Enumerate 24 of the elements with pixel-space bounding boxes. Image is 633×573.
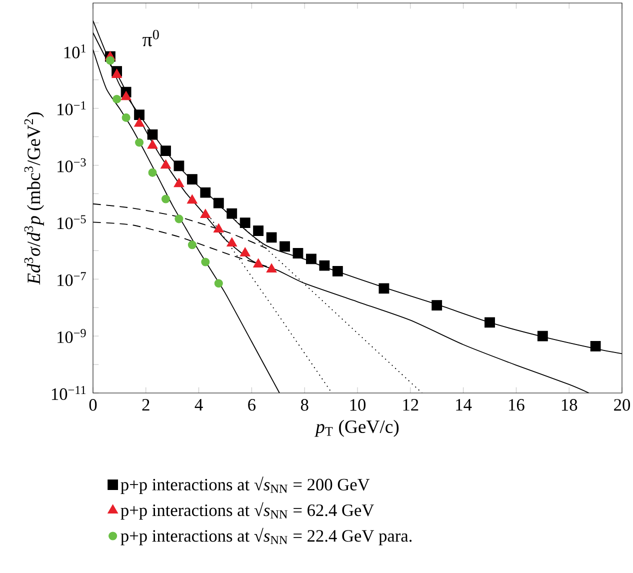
legend-label: p+p interactions at √s$_{NN}$ = 200 GeV — [120, 476, 370, 494]
x-tick-label: 12 — [403, 399, 418, 411]
x-tick-label: 16 — [509, 399, 524, 411]
y-tick-label: 10$^{−11}$ — [52, 386, 86, 400]
x-tick-label: 6 — [248, 399, 256, 411]
x-tick-label: 20 — [614, 399, 630, 411]
y-tick-label: 10$^{−1}$ — [58, 101, 86, 116]
x-tick-label: 18 — [562, 399, 578, 411]
annotation: π$^{0}$ — [142, 30, 159, 46]
legend-label: p+p interactions at √s$_{NN}$ = 22.4 GeV para. — [120, 528, 412, 546]
text: Ed$^{3}$σ/d$^{3}$p (mbc$^{3}$/GeV$^{2}$) — [24, 112, 44, 285]
y-tick-label: 10$^{−5}$ — [58, 215, 86, 230]
x-axis-title: p$_{T}$ (GeV/c) — [314, 420, 399, 437]
x-tick-label: 10 — [350, 399, 366, 411]
x-tick-label: 4 — [194, 399, 203, 410]
y-tick-label: 10$^{−7}$ — [58, 272, 86, 286]
y-tick-label: 10$^{1}$ — [64, 44, 86, 58]
y-tick-label: 10$^{−3}$ — [58, 158, 86, 172]
x-tick-label: 2 — [142, 399, 150, 411]
x-tick-label: 14 — [456, 399, 472, 410]
x-tick-label: 0 — [89, 399, 97, 411]
x-tick-label: 8 — [300, 399, 308, 411]
legend-label: p+p interactions at √s$_{NN}$ = 62.4 GeV — [120, 502, 374, 520]
y-tick-label: 10$^{−9}$ — [58, 329, 86, 344]
